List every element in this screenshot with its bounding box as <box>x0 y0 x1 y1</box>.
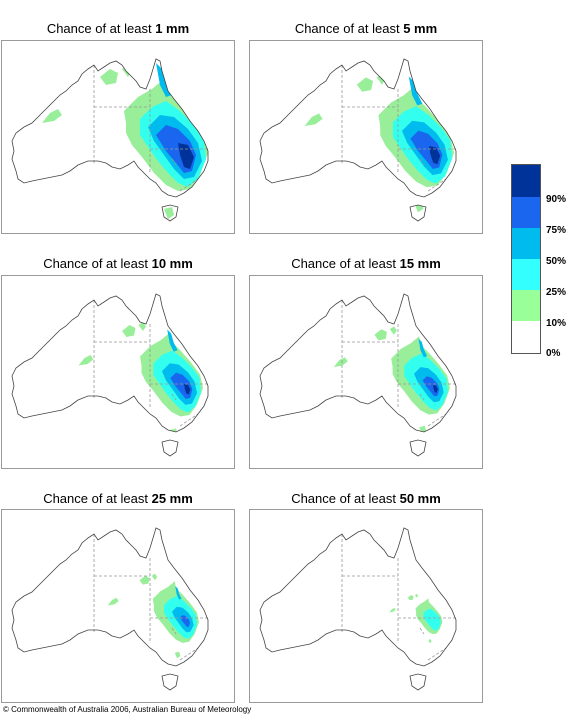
state-border <box>419 627 425 635</box>
australia-map <box>259 293 457 457</box>
state-border <box>171 158 177 166</box>
map-panel-10mm <box>1 275 235 469</box>
state-border <box>179 413 199 427</box>
rain-probability-shading-1mm <box>42 63 208 219</box>
state-border <box>171 627 177 635</box>
coastline <box>11 293 209 433</box>
state-border <box>419 393 425 401</box>
legend-swatch-90 <box>512 165 540 197</box>
legend-label-0: 0% <box>546 348 561 359</box>
tasmania-coastline <box>161 673 179 691</box>
tasmania-coastline <box>409 204 427 222</box>
panel-title-10mm: Chance of at least 10 mm <box>43 256 193 271</box>
map-panel-1mm <box>1 40 235 234</box>
shading-navy <box>429 146 441 165</box>
map-panel-15mm <box>249 275 483 469</box>
australia-map <box>11 58 209 222</box>
legend-swatch-0 <box>512 321 540 353</box>
panel-title-25mm: Chance of at least 25 mm <box>43 491 193 506</box>
state-border <box>419 158 425 166</box>
tasmania-coastline <box>409 439 427 457</box>
coastline <box>11 527 209 667</box>
legend-swatch-25 <box>512 259 540 290</box>
state-border <box>427 647 447 661</box>
tasmania-coastline <box>409 673 427 691</box>
map-panel-5mm <box>249 40 483 234</box>
legend-label-10: 10% <box>546 318 567 329</box>
panel-title-50mm: Chance of at least 50 mm <box>291 491 441 506</box>
coastline <box>259 527 457 667</box>
legend-swatch-75 <box>512 197 540 228</box>
shading-navy <box>184 384 191 395</box>
map-panel-50mm <box>249 509 483 703</box>
shading-cyan <box>423 608 441 631</box>
state-border <box>427 178 447 192</box>
shading-navy <box>433 385 438 393</box>
tasmania-coastline <box>161 439 179 457</box>
state-border <box>179 647 199 661</box>
panel-title-1mm: Chance of at least 1 mm <box>46 21 190 36</box>
coastline <box>259 293 457 433</box>
state-border <box>179 178 199 192</box>
legend-label-50: 50% <box>546 256 567 267</box>
rain-probability-shading-15mm <box>333 326 450 435</box>
panel-title-5mm: Chance of at least 5 mm <box>294 21 438 36</box>
rain-probability-shading-50mm <box>389 593 443 644</box>
legend-label-75: 75% <box>546 225 567 236</box>
legend-swatch-50 <box>512 228 540 259</box>
probability-legend <box>511 164 541 354</box>
legend-label-90: 90% <box>546 194 567 205</box>
rain-probability-shading-5mm <box>304 73 454 213</box>
rain-probability-shading-10mm <box>78 322 203 438</box>
state-border <box>427 413 447 427</box>
state-border <box>171 393 177 401</box>
coastline <box>259 58 457 198</box>
australia-map <box>11 293 209 457</box>
shading-navy <box>178 143 194 169</box>
australia-map <box>11 527 209 691</box>
map-panel-25mm <box>1 509 235 703</box>
tasmania-coastline <box>161 204 179 222</box>
legend-swatch-10 <box>512 290 540 321</box>
rain-probability-shading-25mm <box>107 573 199 659</box>
coastline <box>11 58 209 198</box>
australia-map <box>259 527 457 691</box>
panel-title-15mm: Chance of at least 15 mm <box>291 256 441 271</box>
copyright-notice: © Commonwealth of Australia 2006, Austra… <box>3 705 252 714</box>
australia-map <box>259 58 457 222</box>
legend-label-25: 25% <box>546 287 567 298</box>
